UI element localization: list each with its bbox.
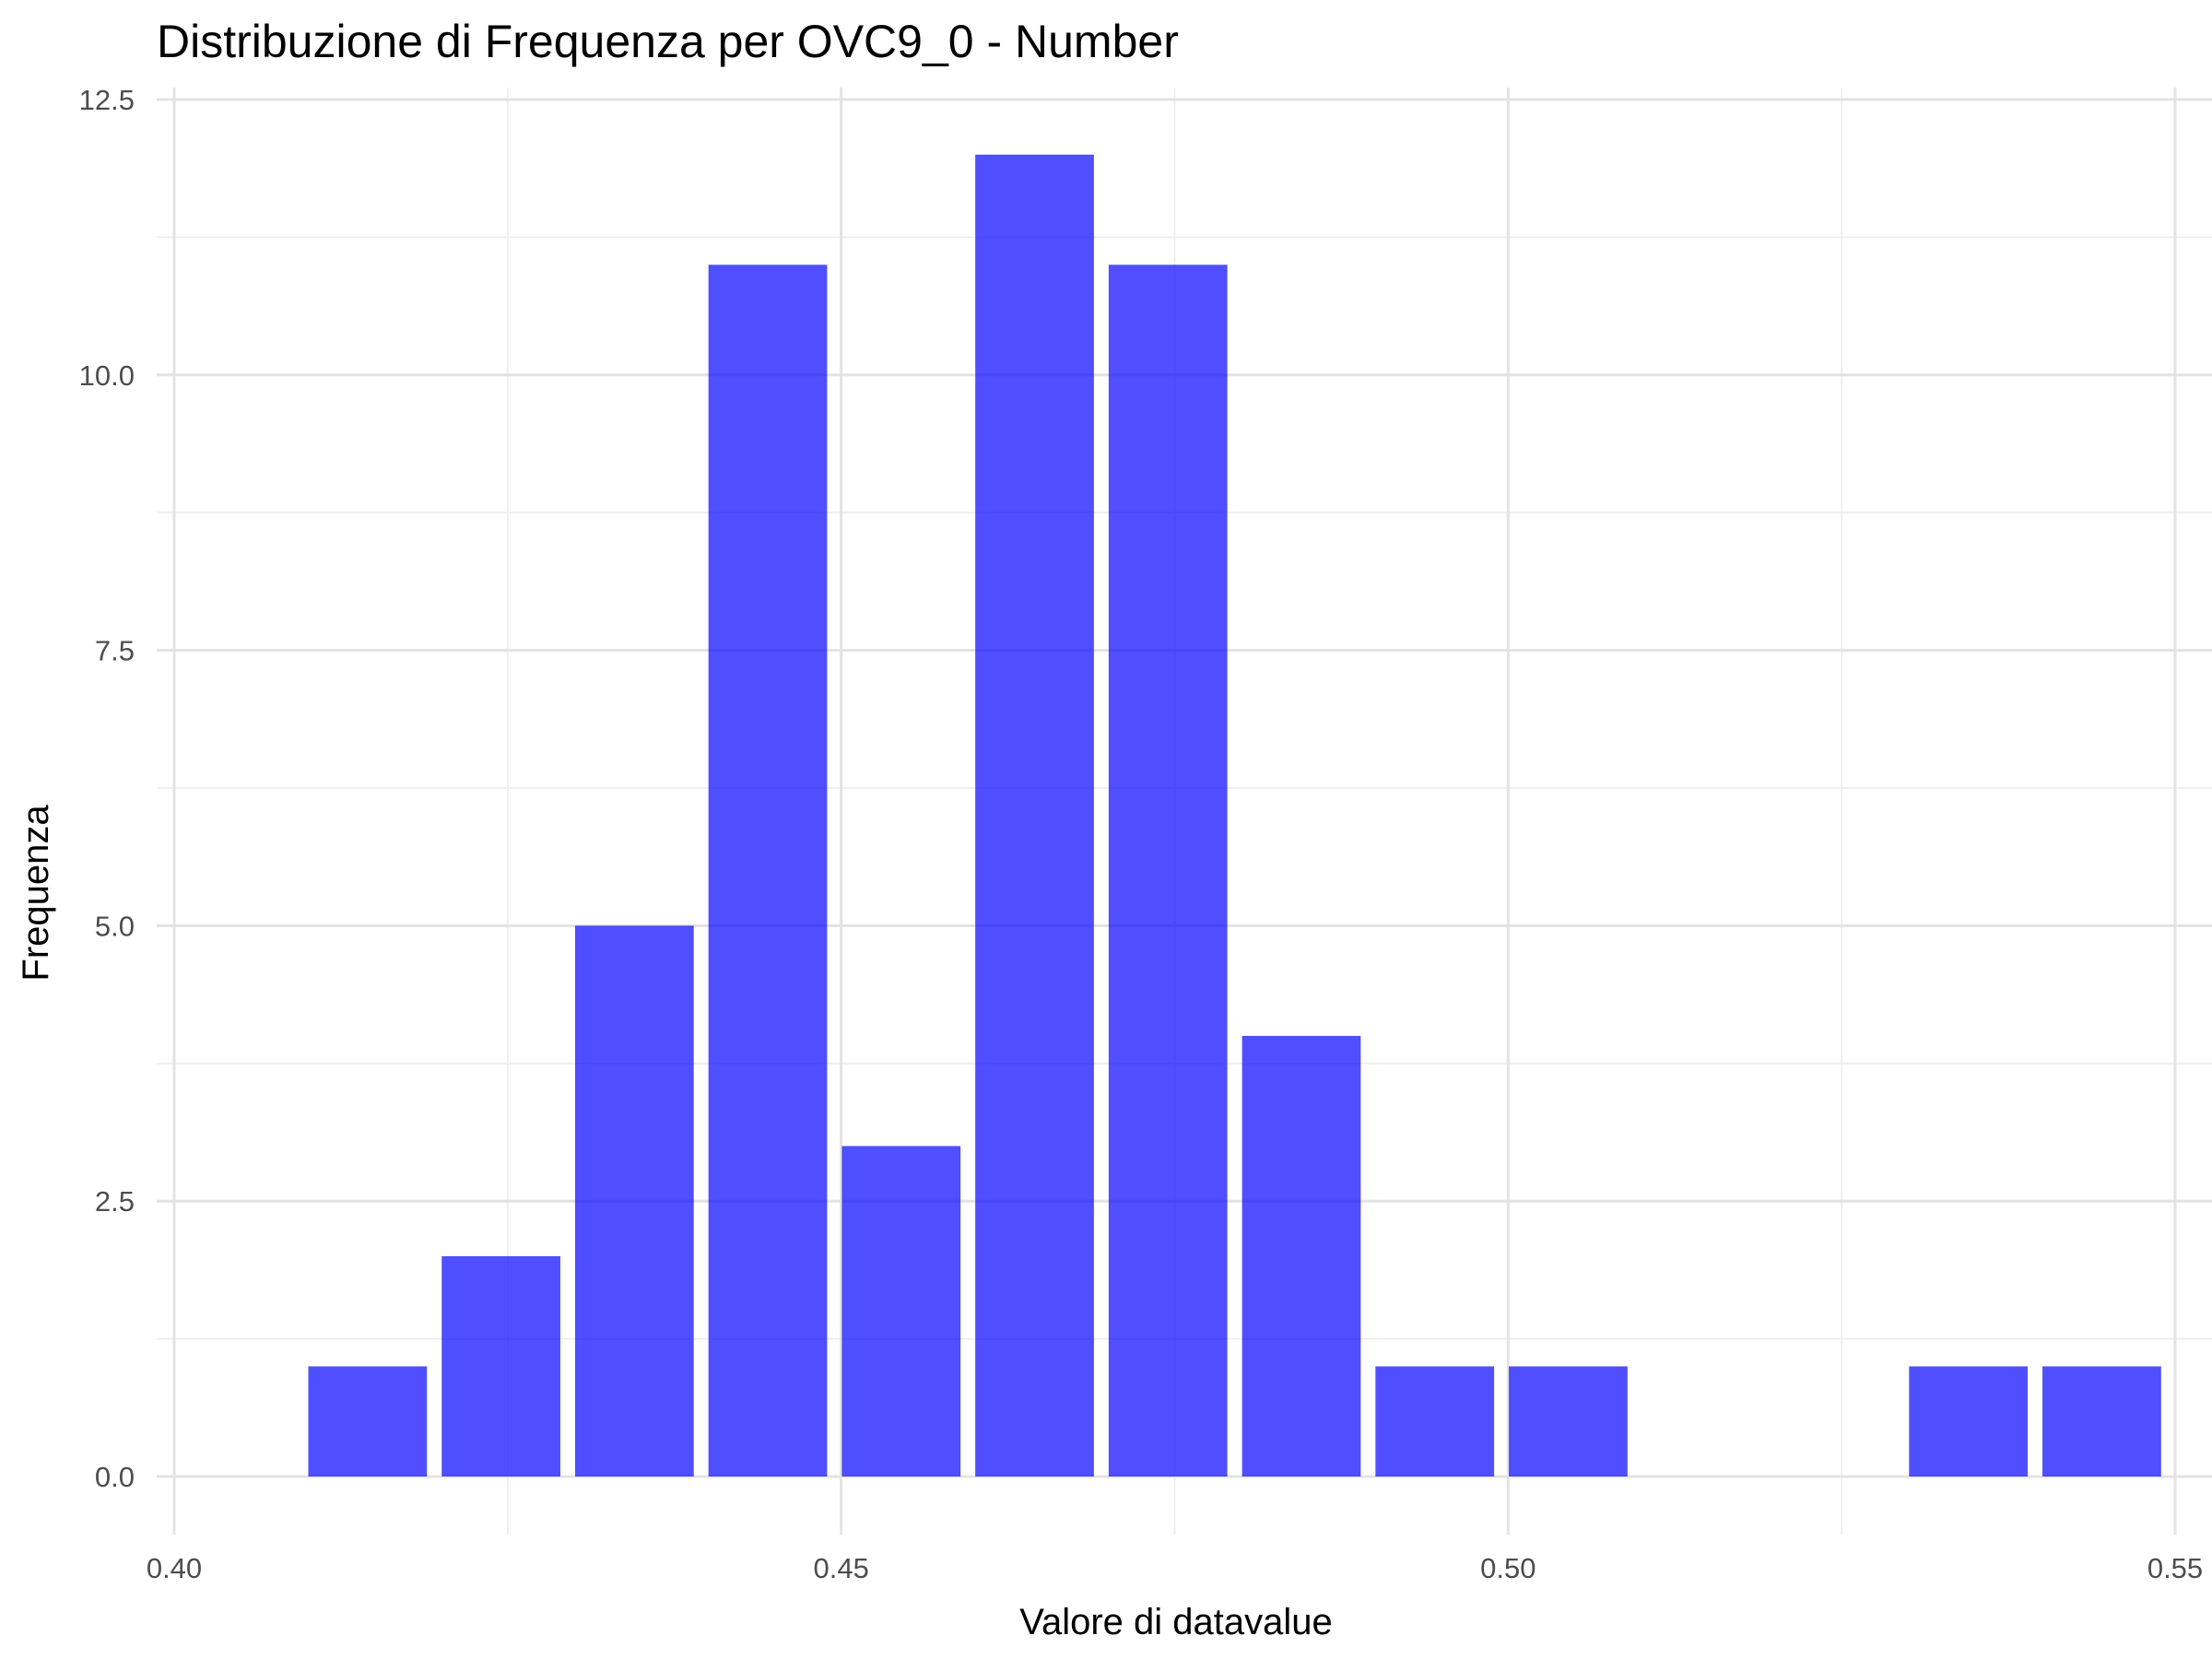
x-tick-label: 0.40 — [147, 1552, 202, 1584]
histogram-bar — [441, 1255, 560, 1477]
histogram-bar — [2042, 1366, 2161, 1477]
histogram-bar — [975, 154, 1094, 1477]
y-tick-label: 0.0 — [95, 1461, 135, 1493]
histogram-bar — [1108, 265, 1228, 1477]
x-tick-labels: 0.40 0.45 0.50 0.55 — [147, 1552, 2203, 1584]
histogram-bar — [308, 1366, 428, 1477]
y-axis-title: Frequenza — [16, 805, 56, 982]
histogram-bar — [1909, 1366, 2029, 1477]
y-tick-labels: 0.0 2.5 5.0 7.5 10.0 12.5 — [79, 84, 135, 1493]
histogram-bar — [708, 265, 828, 1477]
histogram-bar — [1241, 1035, 1361, 1477]
histogram-bar — [1375, 1366, 1495, 1477]
y-tick-label: 10.0 — [79, 359, 135, 392]
x-axis-title: Valore di datavalue — [1019, 1602, 1333, 1642]
y-tick-label: 12.5 — [79, 84, 135, 116]
x-tick-label: 0.55 — [2147, 1552, 2203, 1584]
histogram-bar — [574, 925, 694, 1477]
y-tick-label: 5.0 — [95, 910, 135, 942]
histogram-bar — [841, 1146, 961, 1477]
histogram-bar — [1509, 1366, 1628, 1477]
y-tick-label: 2.5 — [95, 1185, 135, 1218]
bars — [308, 154, 2161, 1477]
x-tick-label: 0.45 — [813, 1552, 868, 1584]
y-tick-label: 7.5 — [95, 635, 135, 667]
x-tick-label: 0.50 — [1480, 1552, 1535, 1584]
chart-title: Distribuzione di Frequenza per OVC9_0 - … — [157, 16, 1179, 67]
